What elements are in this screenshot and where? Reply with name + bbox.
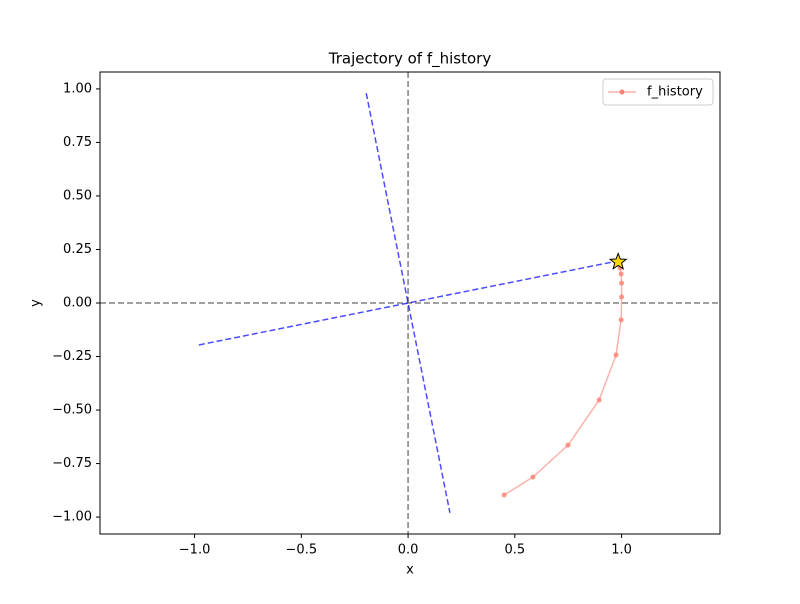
y-tick-label: −0.25 — [52, 349, 92, 364]
y-tick-label: 0.00 — [63, 296, 92, 311]
point — [613, 352, 619, 358]
point — [565, 442, 571, 448]
reference-line — [365, 93, 451, 513]
chart-title: Trajectory of f_history — [328, 50, 492, 69]
x-tick-label: 0.5 — [504, 543, 525, 558]
point — [619, 280, 625, 286]
point — [596, 397, 602, 403]
point — [618, 317, 624, 323]
y-tick-label: −1.00 — [52, 510, 92, 525]
point — [530, 474, 536, 480]
final-star — [608, 251, 628, 270]
y-tick-label: 0.50 — [63, 188, 92, 203]
trajectory-line — [503, 261, 623, 496]
y-tick-label: 0.75 — [63, 135, 92, 150]
point — [501, 492, 507, 498]
point — [618, 271, 624, 277]
y-axis-label: y — [29, 299, 44, 307]
x-tick-label: −1.0 — [179, 543, 211, 558]
plot-frame — [99, 71, 721, 535]
legend-marker — [619, 89, 625, 95]
y-tick-label: 1.00 — [63, 81, 92, 96]
x-tick-label: 0.0 — [398, 543, 419, 558]
y-tick-label: −0.50 — [52, 403, 92, 418]
x-axis-label: x — [406, 563, 414, 578]
y-tick-label: 0.25 — [63, 242, 92, 257]
x-tick-label: −0.5 — [286, 543, 318, 558]
x-tick-label: 1.0 — [611, 543, 632, 558]
legend-label: f_history — [647, 85, 703, 100]
reference-line — [198, 260, 618, 346]
point — [619, 294, 625, 300]
legend-box — [602, 78, 714, 106]
y-tick-label: −0.75 — [52, 456, 92, 471]
